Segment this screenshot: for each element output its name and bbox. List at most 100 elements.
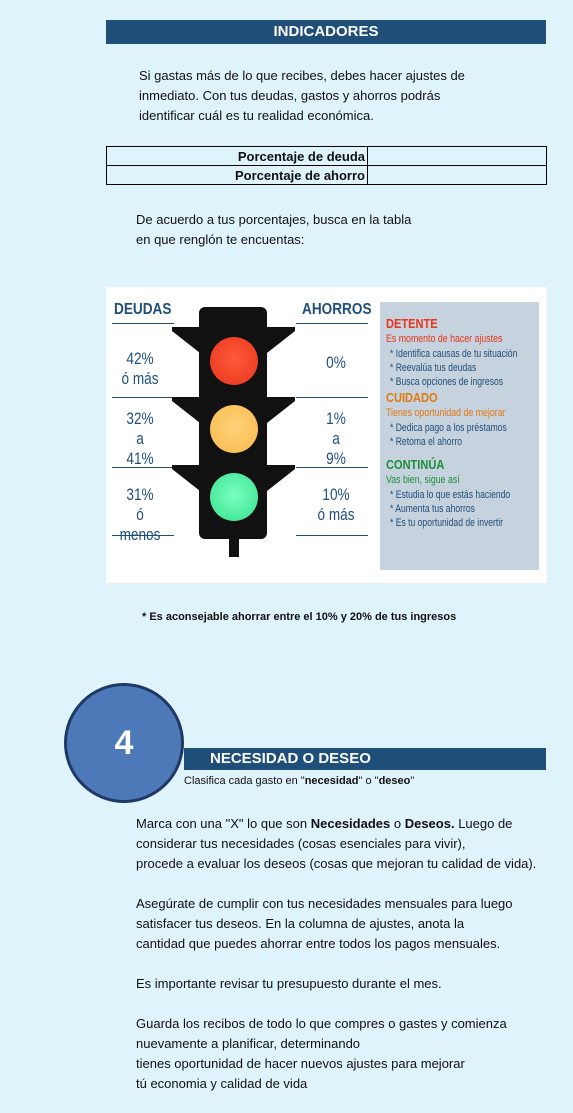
value-line: 1% bbox=[326, 409, 346, 428]
deudas-green-value: 31% ó menos bbox=[116, 485, 164, 545]
value-line: ó más bbox=[317, 505, 355, 524]
light-visor bbox=[172, 401, 200, 423]
divider bbox=[112, 323, 174, 324]
light-visor bbox=[267, 331, 295, 353]
green-light bbox=[210, 473, 258, 521]
paragraph-review: Es importante revisar tu presupuesto dur… bbox=[136, 976, 442, 991]
classify-text: " bbox=[410, 775, 415, 787]
detente-item: * Identifica causas de tu situación bbox=[390, 348, 518, 360]
table-row: Porcentaje de deuda bbox=[106, 146, 547, 166]
light-visor bbox=[267, 327, 295, 331]
paragraph-line: Guarda los recibos de todo lo que compre… bbox=[136, 1016, 507, 1031]
cuidado-item: * Dedica pago a los préstamos bbox=[390, 422, 507, 434]
continua-subtitle: Vas bien, sigue así bbox=[386, 474, 460, 486]
paragraph-line: satisfacer tus deseos. En la columna de … bbox=[136, 916, 465, 931]
intro-line: Si gastas más de lo que recibes, debes h… bbox=[139, 68, 465, 83]
value-line: 42% bbox=[126, 349, 154, 368]
divider bbox=[112, 535, 174, 536]
table-row: Porcentaje de ahorro bbox=[106, 165, 547, 185]
indicadores-header: INDICADORES bbox=[106, 20, 546, 44]
traffic-light-pole bbox=[229, 539, 239, 557]
light-visor bbox=[267, 465, 295, 469]
text: o bbox=[390, 816, 405, 831]
value-line: 41% bbox=[126, 449, 154, 468]
divider bbox=[112, 467, 174, 468]
light-visor bbox=[172, 469, 200, 491]
ahorros-header: AHORROS bbox=[302, 301, 372, 318]
yellow-light bbox=[210, 405, 258, 453]
continua-item: * Estudia lo que estás haciendo bbox=[390, 489, 511, 501]
light-visor bbox=[172, 327, 200, 331]
necesidades-bold: Necesidades bbox=[310, 816, 391, 831]
light-visor bbox=[267, 397, 295, 401]
light-visor bbox=[172, 331, 200, 353]
detente-heading: DETENTE bbox=[386, 316, 438, 331]
intro-line: identificar cuál es tu realidad económic… bbox=[139, 108, 374, 123]
detente-item: * Busca opciones de ingresos bbox=[390, 376, 504, 388]
value-line: a bbox=[332, 429, 340, 448]
classify-deseo: deseo bbox=[378, 775, 411, 787]
text: Marca con una "X" lo que son bbox=[136, 816, 311, 831]
ahorros-yellow-value: 1% a 9% bbox=[312, 409, 360, 469]
value-line: a bbox=[136, 429, 144, 448]
light-visor bbox=[267, 401, 295, 423]
value-line: 0% bbox=[326, 353, 346, 372]
value-line: 31% bbox=[126, 485, 154, 504]
instructions-text: De acuerdo a tus porcentajes, busca en l… bbox=[136, 210, 456, 250]
paragraph-receipts: Guarda los recibos de todo lo que compre… bbox=[136, 1014, 566, 1094]
light-visor bbox=[172, 397, 200, 401]
continua-heading: CONTINÚA bbox=[386, 457, 445, 472]
paragraph-line: procede a evaluar los deseos (cosas que … bbox=[136, 856, 537, 871]
savings-note: * Es aconsejable ahorrar entre el 10% y … bbox=[142, 611, 457, 623]
divider bbox=[296, 535, 368, 536]
divider bbox=[112, 397, 174, 398]
divider bbox=[296, 467, 368, 468]
text: Luego de bbox=[454, 816, 513, 831]
classify-subtitle: Clasifica cada gasto en "necesidad" o "d… bbox=[184, 775, 414, 787]
divider bbox=[296, 397, 368, 398]
savings-percentage-value[interactable] bbox=[367, 165, 547, 185]
paragraph-line: Marca con una "X" lo que son Necesidades… bbox=[136, 814, 566, 834]
deudas-yellow-value: 32% a 41% bbox=[116, 409, 164, 469]
intro-line: inmediato. Con tus deudas, gastos y ahor… bbox=[139, 88, 441, 103]
cuidado-heading: CUIDADO bbox=[386, 390, 438, 405]
continua-item: * Aumenta tus ahorros bbox=[390, 503, 475, 515]
light-visor bbox=[267, 469, 295, 491]
deseos-bold: Deseos. bbox=[404, 816, 455, 831]
value-line: 32% bbox=[126, 409, 154, 428]
divider bbox=[296, 323, 368, 324]
classify-necesidad: necesidad bbox=[304, 775, 359, 787]
classify-text: " o " bbox=[358, 775, 379, 787]
ahorros-red-value: 0% bbox=[312, 353, 360, 373]
step-number-badge: 4 bbox=[64, 683, 184, 803]
red-light bbox=[210, 337, 258, 385]
deudas-red-value: 42% ó más bbox=[116, 349, 164, 389]
ahorros-green-value: 10% ó más bbox=[312, 485, 360, 525]
intro-text: Si gastas más de lo que recibes, debes h… bbox=[139, 66, 519, 126]
cuidado-subtitle: Tienes oportunidad de mejorar bbox=[386, 407, 506, 419]
paragraph-line: tú economia y calidad de vida bbox=[136, 1076, 308, 1091]
traffic-light-chart: DEUDAS AHORROS 42% ó más 32% a 41% 31% ó… bbox=[106, 287, 547, 583]
savings-percentage-label: Porcentaje de ahorro bbox=[106, 165, 368, 185]
debt-percentage-value[interactable] bbox=[367, 146, 547, 166]
paragraph-line: Asegúrate de cumplir con tus necesidades… bbox=[136, 896, 513, 911]
paragraph-line: nuevamente a planificar, determinando bbox=[136, 1036, 361, 1051]
light-visor bbox=[172, 465, 200, 469]
necesidad-deseo-header: NECESIDAD O DESEO bbox=[184, 748, 546, 770]
paragraph-needs: Asegúrate de cumplir con tus necesidades… bbox=[136, 894, 566, 954]
value-line: 10% bbox=[322, 485, 350, 504]
detente-subtitle: Es momento de hacer ajustes bbox=[386, 333, 503, 345]
deudas-header: DEUDAS bbox=[114, 301, 172, 318]
continua-item: * Es tu oportunidad de invertir bbox=[390, 517, 504, 529]
value-line: 9% bbox=[326, 449, 346, 468]
paragraph-line: cantidad que puedes ahorrar entre todos … bbox=[136, 936, 501, 951]
value-line: ó más bbox=[121, 369, 159, 388]
instructions-line: De acuerdo a tus porcentajes, busca en l… bbox=[136, 212, 412, 227]
percentages-table: Porcentaje de deuda Porcentaje de ahorro bbox=[106, 146, 547, 185]
debt-percentage-label: Porcentaje de deuda bbox=[106, 146, 368, 166]
classify-text: Clasifica cada gasto en " bbox=[184, 775, 305, 787]
paragraph-mark: Marca con una "X" lo que son Necesidades… bbox=[136, 814, 566, 874]
advice-panel: DETENTE Es momento de hacer ajustes * Id… bbox=[380, 302, 539, 570]
instructions-line: en que renglón te encuentas: bbox=[136, 232, 305, 247]
paragraph-line: tienes oportunidad de hacer nuevos ajust… bbox=[136, 1056, 465, 1071]
